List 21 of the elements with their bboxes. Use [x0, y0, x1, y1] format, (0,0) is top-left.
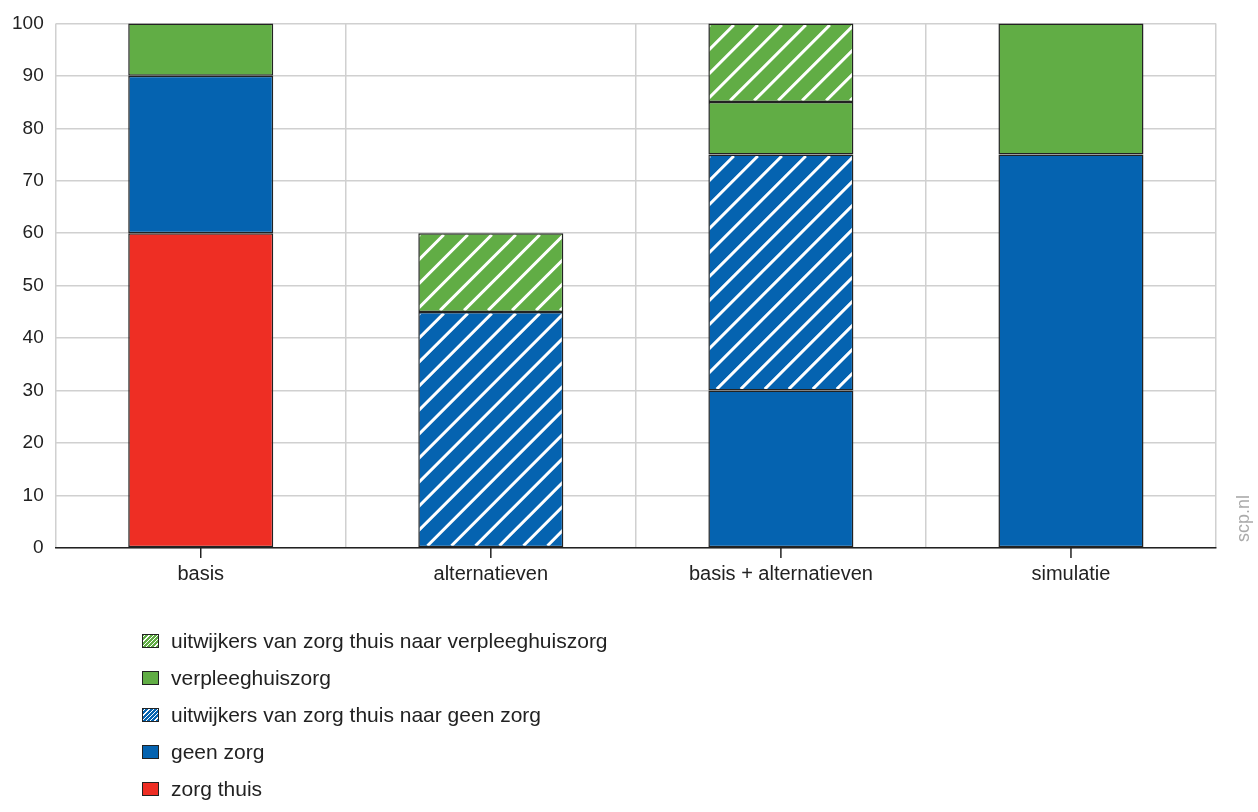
x-tick-label: alternatieven — [433, 561, 549, 584]
x-tick-label: basis + alternatieven — [688, 561, 873, 584]
legend-label: verpleeghuiszorg — [171, 665, 331, 690]
legend-label: uitwijkers van zorg thuis naar geen zorg — [171, 702, 542, 727]
y-tick-label: 50 — [22, 273, 44, 295]
y-tick-label: 30 — [22, 378, 44, 400]
y-tick-label: 20 — [22, 431, 44, 453]
y-tick-label: 80 — [22, 116, 44, 138]
legend-label: geen zorg — [171, 739, 265, 764]
y-tick-label: 10 — [22, 483, 44, 505]
y-tick-label: 60 — [22, 221, 44, 243]
y-tick-label: 70 — [22, 169, 44, 191]
legend-label: zorg thuis — [171, 776, 263, 801]
x-tick-label: simulatie — [1031, 561, 1111, 584]
y-tick-label: 100 — [12, 11, 44, 33]
y-tick-label: 0 — [33, 536, 44, 558]
y-tick-label: 40 — [22, 326, 44, 348]
x-tick-label: basis — [177, 561, 225, 584]
y-tick-label: 90 — [22, 64, 44, 86]
text: scp.nl — [1232, 494, 1253, 542]
legend-label: uitwijkers van zorg thuis naar verpleeghuiszorg — [171, 628, 608, 653]
